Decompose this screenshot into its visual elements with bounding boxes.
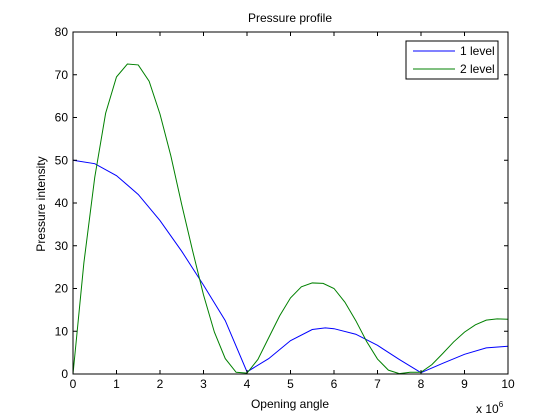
- legend-box: [405, 40, 499, 80]
- x-tick-label: 2: [157, 377, 164, 391]
- series-line-2-level: [72, 63, 509, 375]
- x-multiplier-exponent: 6: [499, 400, 504, 409]
- x-tick-label: 4: [244, 377, 251, 391]
- x-tick-label: 8: [418, 377, 425, 391]
- x-multiplier-text: x 10: [476, 402, 499, 416]
- y-tick-label: 60: [55, 111, 69, 125]
- x-tick-label: 3: [200, 377, 207, 391]
- series-line-1-level: [72, 159, 509, 374]
- y-tick-label: 50: [55, 153, 69, 167]
- x-axis-label: Opening angle: [251, 397, 329, 411]
- y-tick-label: 20: [55, 282, 69, 296]
- y-tick-label: 30: [55, 239, 69, 253]
- legend: 1 level 2 level: [405, 40, 499, 80]
- x-tick-label: 7: [374, 377, 381, 391]
- y-tick-label: 40: [55, 196, 69, 210]
- x-tick-label: 9: [461, 377, 468, 391]
- tick-layer: 0 1 2 3 4 5 6 7 8 9 10 0 10 20 30 40 50 60 70 80: [55, 25, 515, 391]
- x-tick-label: 0: [70, 377, 77, 391]
- x-multiplier-label: x 106: [476, 400, 504, 416]
- x-tick-label: 6: [331, 377, 338, 391]
- x-tick-label: 1: [113, 377, 120, 391]
- y-tick-label: 80: [55, 25, 69, 39]
- series-layer: [72, 63, 509, 375]
- y-axis-label: Pressure intensity: [34, 156, 48, 251]
- x-tick-label: 10: [501, 377, 515, 391]
- y-tick-label: 10: [55, 324, 69, 338]
- x-tick-label: 5: [287, 377, 294, 391]
- y-tick-label: 70: [55, 68, 69, 82]
- chart-title: Pressure profile: [248, 11, 332, 25]
- plot-area: [73, 32, 508, 374]
- legend-label-2-level: 2 level: [460, 62, 495, 76]
- y-tick-label: 0: [61, 367, 68, 381]
- legend-label-1-level: 1 level: [460, 44, 495, 58]
